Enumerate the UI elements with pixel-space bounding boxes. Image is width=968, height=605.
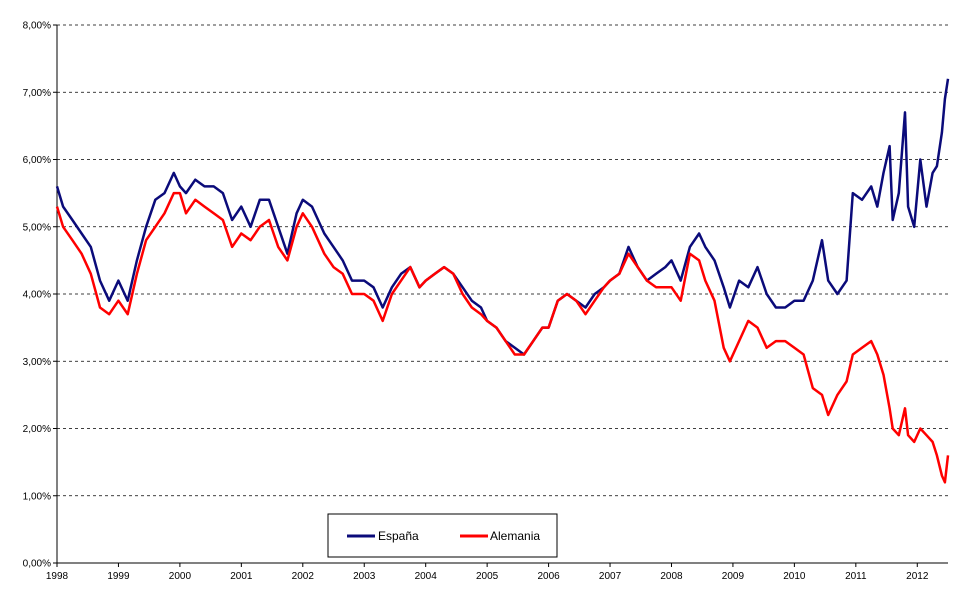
x-tick-label: 2011 <box>845 571 867 582</box>
x-axis-ticks: 1998 1999 2000 2001 2002 2003 2004 2005 2006 2007… <box>46 563 929 582</box>
legend-label-espana: España <box>378 529 419 543</box>
y-axis-ticks: 0,00% 1,00% 2,00% 3,00% 4,00% 5,00% 6,00% 7,00%… <box>23 21 57 570</box>
legend: España Alemania <box>327 513 558 558</box>
x-tick-label: 2002 <box>292 571 315 582</box>
x-tick-label: 2005 <box>476 571 499 582</box>
y-tick-label: 0,00% <box>23 559 51 570</box>
legend-label-alemania: Alemania <box>490 529 540 543</box>
x-tick-label: 2010 <box>783 571 806 582</box>
y-tick-label: 5,00% <box>23 222 51 233</box>
x-tick-label: 1998 <box>46 571 69 582</box>
y-tick-label: 8,00% <box>23 21 51 32</box>
y-tick-label: 2,00% <box>23 424 51 435</box>
grid-lines <box>57 24 948 497</box>
series-line-alemania <box>55 191 950 484</box>
x-tick-label: 1999 <box>107 571 130 582</box>
y-tick-label: 6,00% <box>23 155 51 166</box>
x-tick-label: 2001 <box>230 571 253 582</box>
y-tick-label: 4,00% <box>23 290 51 301</box>
x-tick-label: 2009 <box>722 571 745 582</box>
x-tick-label: 2004 <box>415 571 438 582</box>
x-tick-label: 2003 <box>353 571 376 582</box>
series-group <box>55 78 950 484</box>
x-tick-label: 2006 <box>537 571 560 582</box>
y-tick-label: 1,00% <box>23 491 51 502</box>
y-tick-label: 3,00% <box>23 357 51 368</box>
x-tick-label: 2000 <box>169 571 192 582</box>
x-tick-label: 2012 <box>906 571 929 582</box>
x-tick-label: 2007 <box>599 571 622 582</box>
x-tick-label: 2008 <box>660 571 683 582</box>
y-tick-label: 7,00% <box>23 88 51 99</box>
